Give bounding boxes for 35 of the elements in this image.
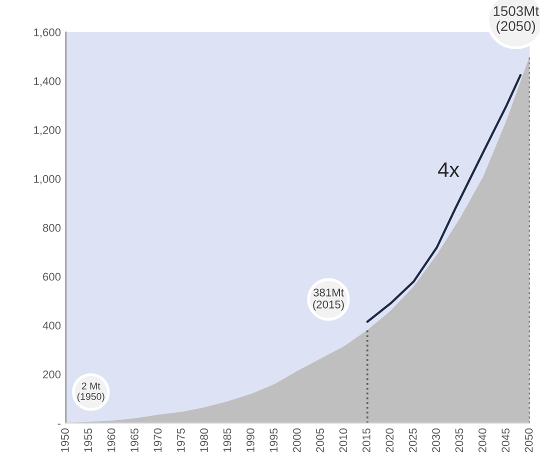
x-tick-label: 1975 xyxy=(176,428,185,452)
y-tick-label: 1,400 xyxy=(34,77,61,86)
x-tick-label: 2030 xyxy=(432,428,440,452)
y-tick-label: 1,200 xyxy=(34,126,61,136)
x-tick-label: 2020 xyxy=(386,428,394,452)
x-tick-label: 2040 xyxy=(478,428,486,452)
annotation: 2 Mt (1950) xyxy=(77,382,104,402)
x-tick-label: 2010 xyxy=(339,428,348,452)
x-tick-label: 2000 xyxy=(292,428,301,452)
y-tick-label: 600 xyxy=(43,272,61,281)
x-tick-label: 2045 xyxy=(502,428,510,452)
y-tick-label: 1,000 xyxy=(34,175,61,184)
x-tick-label: 1985 xyxy=(223,428,232,452)
x-tick-label: 2005 xyxy=(316,428,324,452)
y-tick-label: - xyxy=(58,424,61,425)
x-tick-label: 2035 xyxy=(455,428,464,452)
x-tick-label: 1965 xyxy=(130,428,138,452)
x-tick-label: 1950 xyxy=(60,428,69,452)
y-tick-label: 1,600 xyxy=(34,28,61,38)
y-tick-label: 400 xyxy=(42,322,61,330)
annotation: 381Mt (2015) xyxy=(313,288,344,311)
x-tick-label: 1980 xyxy=(200,428,208,452)
x-tick-label: 1970 xyxy=(154,428,162,452)
annotation: 4x xyxy=(438,162,460,177)
y-tick-label: 200 xyxy=(43,370,61,378)
x-tick-label: 2015 xyxy=(362,428,370,452)
line-series xyxy=(366,74,522,323)
x-tick-label: 1995 xyxy=(270,428,278,452)
x-tick-label: 1960 xyxy=(107,428,116,452)
y-tick-label: 800 xyxy=(42,224,61,232)
annotation: 1503Mt (2050) xyxy=(494,6,539,34)
x-tick-label: 2025 xyxy=(408,428,417,452)
x-tick-label: 1990 xyxy=(246,428,254,452)
x-tick-label: 2050 xyxy=(524,428,533,452)
x-tick-label: 1955 xyxy=(84,428,92,452)
